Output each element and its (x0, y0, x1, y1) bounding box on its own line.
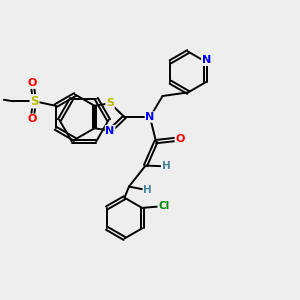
Text: H: H (143, 184, 152, 195)
Text: Cl: Cl (158, 201, 169, 212)
Text: O: O (27, 78, 37, 88)
Text: S: S (106, 98, 114, 108)
Text: H: H (161, 161, 170, 171)
Text: S: S (30, 95, 39, 108)
Text: N: N (202, 55, 211, 65)
Text: O: O (27, 114, 37, 124)
Text: N: N (146, 112, 154, 122)
Text: O: O (175, 134, 185, 144)
Text: N: N (106, 126, 115, 136)
